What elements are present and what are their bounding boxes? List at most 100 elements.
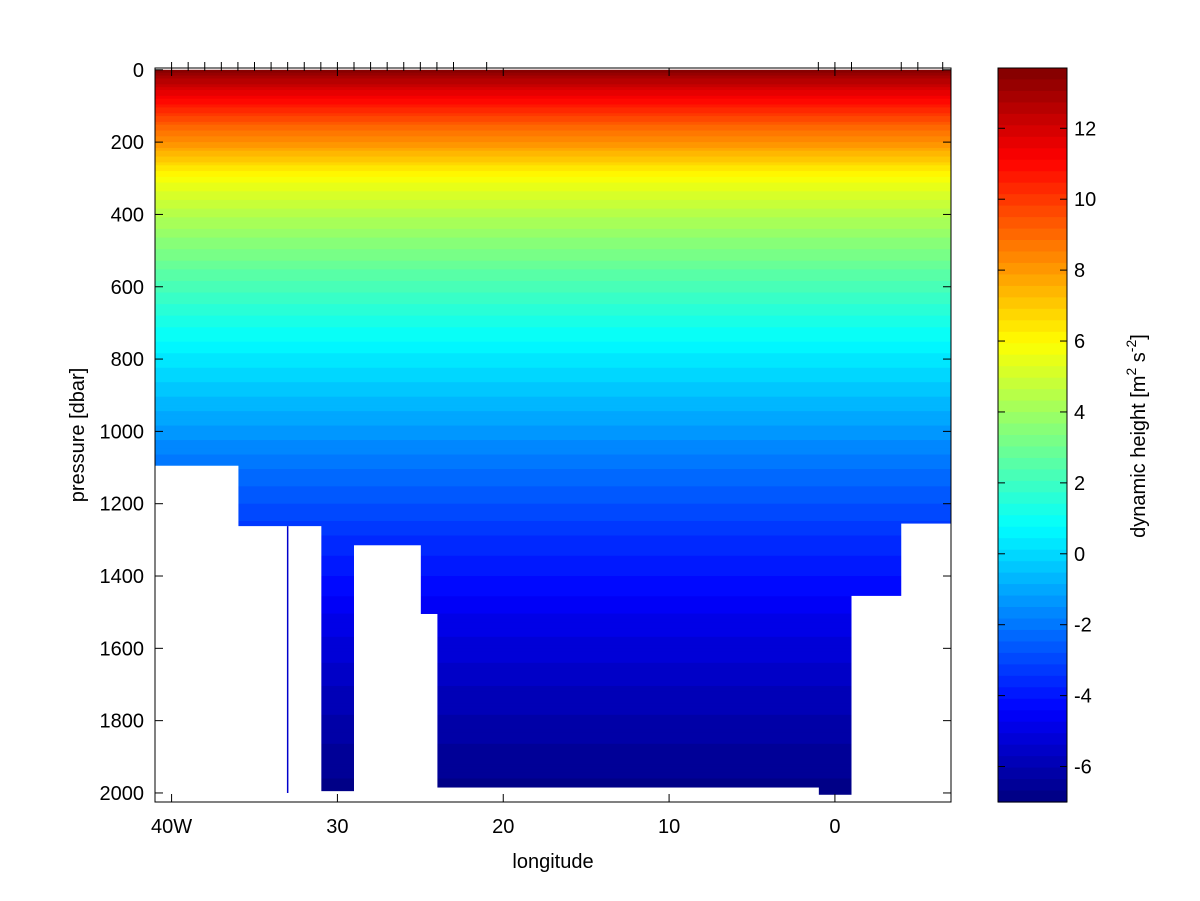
field-band [155,173,951,178]
field-band [155,260,951,265]
field-band [155,237,951,242]
field-band [155,630,951,635]
field-band [155,280,951,285]
colorbar-tick-label: 6 [1074,331,1085,353]
field-band [155,706,951,710]
field-band [155,576,951,580]
field-band [155,312,951,317]
field-band [155,532,951,537]
field-band [155,414,951,418]
field-band [155,726,951,730]
colorbar-tick-label: -6 [1074,757,1092,779]
field-band [155,711,951,716]
field-band [155,529,951,534]
field-band [155,217,951,221]
field-band [155,460,951,464]
colorbar-band [998,446,1067,459]
field-band [155,165,951,169]
field-band [155,295,951,299]
field-band [155,651,951,655]
colorbar-band [998,320,1067,333]
field-band [155,269,951,273]
colorbar-band [998,113,1067,126]
field-band [155,535,951,540]
field-band [155,142,951,146]
field-band [155,717,951,722]
colorbar-band [998,538,1067,551]
field-band [155,489,951,493]
field-band [155,72,951,77]
field-band [155,440,951,444]
field-band [155,657,951,661]
field-band [155,318,951,323]
field-band [155,518,951,522]
field-band [155,599,951,603]
field-band [155,367,951,372]
field-band [155,75,951,80]
bottom-segment [436,787,819,802]
colorbar-band [998,262,1067,276]
field-band [155,547,951,551]
field-band [155,451,951,456]
field-band [155,596,951,600]
field-band [155,188,951,192]
field-band [155,549,951,554]
field-band [155,619,951,623]
field-band [155,252,951,256]
field-band [155,778,951,782]
colorbar-band [998,274,1067,287]
bottom-segment [354,545,421,802]
field-band [155,466,951,470]
colorbar-band [998,526,1067,539]
field-band [155,373,951,378]
field-band [155,283,951,288]
colorbar-band [998,733,1067,746]
colorbar-band [998,285,1067,298]
field-band [155,500,951,505]
field-band [155,211,951,216]
field-band [155,110,951,114]
field-band [155,179,951,184]
colorbar-band [998,400,1067,413]
x-tick-label: 30 [326,816,348,838]
field-band [155,223,951,227]
field-band [155,145,951,149]
field-band [155,382,951,386]
field-band [155,740,951,745]
field-band [155,388,951,392]
bottom-segment [237,526,322,802]
field-band [155,191,951,195]
field-band [155,743,951,748]
colorbar-band [998,561,1067,574]
field-band [155,691,951,696]
field-band [155,659,951,664]
colorbar-band [998,652,1067,665]
field-band [155,521,951,525]
field-band [155,454,951,459]
colorbar-band [998,194,1067,207]
colorbar-band [998,779,1067,792]
field-band [155,749,951,754]
colorbar-band [998,148,1067,161]
field-band [155,769,951,774]
field-band [155,116,951,120]
field-band [155,613,951,618]
colorbar-band [998,251,1067,264]
field-band [155,628,951,632]
field-band [155,477,951,482]
field-band [155,683,951,687]
colorbar-band [998,572,1067,585]
y-tick-label: 200 [111,132,144,154]
field-band [155,720,951,725]
colorbar-tick-label: 4 [1074,402,1085,424]
field-band [155,581,951,586]
bottom-segment [155,465,239,802]
field-band [155,445,951,450]
field-band [155,171,951,175]
field-band [155,379,951,383]
field-band [155,700,951,704]
field-band [155,266,951,270]
field-band [155,257,951,262]
field-band [155,633,951,638]
